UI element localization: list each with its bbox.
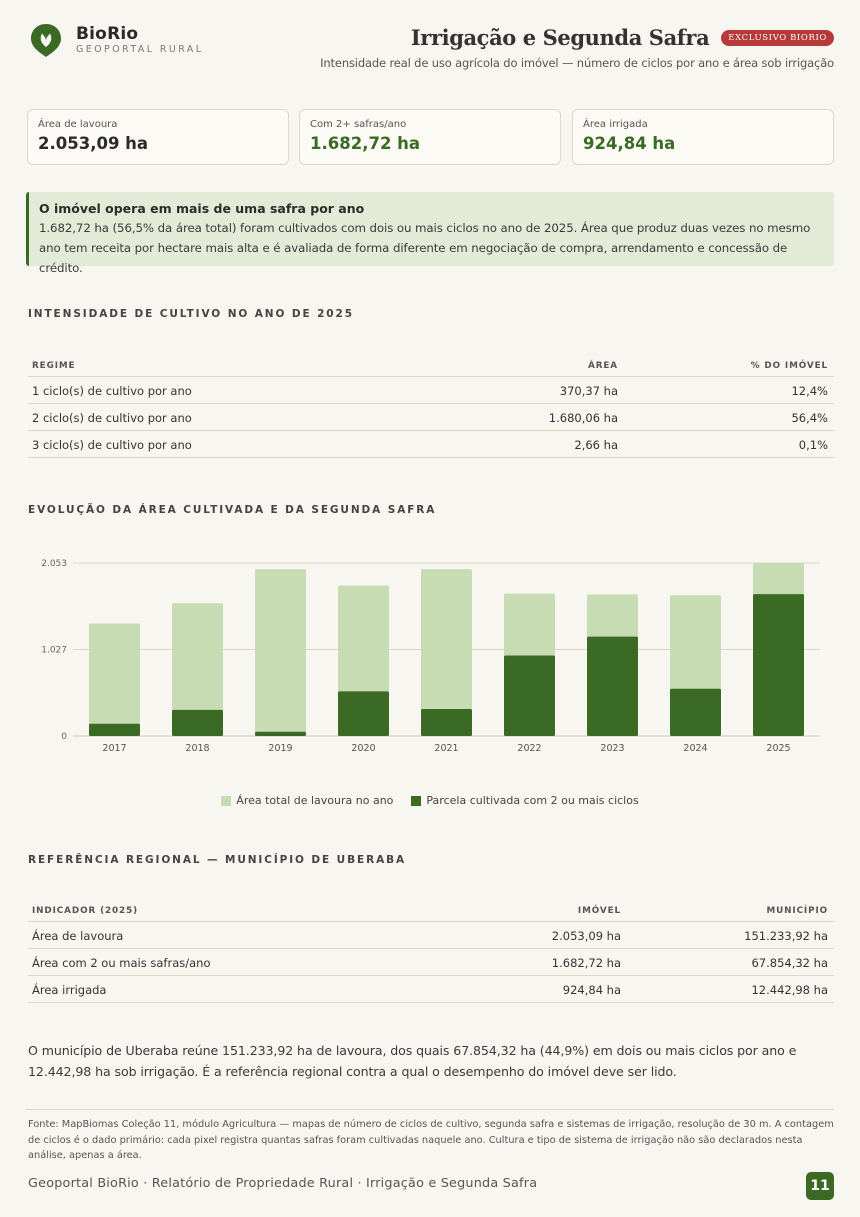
table-cell: 12.442,98 ha <box>751 983 828 997</box>
legend-swatch <box>221 795 232 806</box>
table-cell: 3 ciclo(s) de cultivo por ano <box>32 438 192 452</box>
table-cell: 924,84 ha <box>562 983 621 997</box>
column-header: INDICADOR (2025) <box>32 906 139 916</box>
callout-body: 1.682,72 ha (56,5% da área total) foram … <box>39 221 811 275</box>
footer-text: Geoportal BioRio · Relatório de Propried… <box>28 1176 538 1191</box>
x-tick-label: 2023 <box>600 743 624 754</box>
column-header: IMÓVEL <box>577 906 621 916</box>
table-cell: 12,4% <box>791 384 828 398</box>
y-tick-label: 2.053 <box>41 559 67 569</box>
x-tick-label: 2022 <box>517 743 541 754</box>
table-row: Área de lavoura 2.053,09 ha 151.233,92 h… <box>28 922 834 949</box>
map-pin-leaf-icon <box>31 24 61 57</box>
bar-second-crop-2025 <box>753 594 804 736</box>
kpi-card-irrigated: Área irrigada 924,84 ha <box>572 109 834 165</box>
table-cell: Área irrigada <box>32 983 107 997</box>
column-header: REGIME <box>32 361 76 371</box>
callout-title: O imóvel opera em mais de uma safra por … <box>39 201 365 216</box>
bar-second-crop-2022 <box>504 655 555 736</box>
column-header: MUNICÍPIO <box>766 906 828 916</box>
table-cell: 56,4% <box>791 411 828 425</box>
legend-swatch <box>411 795 422 806</box>
table-cell: 1.682,72 ha <box>551 956 621 970</box>
source-note: Fonte: MapBiomas Coleção 11, módulo Agri… <box>28 1119 834 1161</box>
section-title-evolution: EVOLUÇÃO DA ÁREA CULTIVADA E DA SEGUNDA … <box>28 504 437 516</box>
bar-total-2019 <box>255 569 306 736</box>
bar-second-crop-2020 <box>338 691 389 736</box>
x-tick-label: 2018 <box>185 743 209 754</box>
table-cell: Área de lavoura <box>32 929 124 943</box>
kpi-value: 924,84 ha <box>583 134 676 153</box>
table-cell: 1.680,06 ha <box>548 411 618 425</box>
kpi-card-double-crop: Com 2+ safras/ano 1.682,72 ha <box>299 109 561 165</box>
title-row: Irrigação e Segunda Safra EXCLUSIVO BIOR… <box>411 25 834 50</box>
table-cell: 151.233,92 ha <box>744 929 828 943</box>
column-header: ÁREA <box>588 361 618 371</box>
brand-name: BioRio <box>76 24 139 44</box>
regional-summary-paragraph: O município de Uberaba reúne 151.233,92 … <box>28 1043 797 1079</box>
exclusive-badge: EXCLUSIVO BIORIO <box>721 29 834 46</box>
kpi-value: 1.682,72 ha <box>310 134 421 153</box>
section-title-intensity: INTENSIDADE DE CULTIVO NO ANO DE 2025 <box>28 308 354 320</box>
x-tick-label: 2020 <box>351 743 375 754</box>
y-tick-label: 0 <box>61 732 67 742</box>
table-cell: 370,37 ha <box>559 384 618 398</box>
intensity-table: REGIME ÁREA % DO IMÓVEL 1 ciclo(s) de cu… <box>28 357 834 458</box>
page-header: BioRio GEOPORTAL RURAL Irrigação e Segun… <box>28 22 834 72</box>
table-row: 2 ciclo(s) de cultivo por ano 1.680,06 h… <box>28 404 834 431</box>
table-cell: 67.854,32 ha <box>751 956 828 970</box>
page-subtitle: Intensidade real de uso agrícola do imóv… <box>320 56 834 70</box>
bar-second-crop-2017 <box>89 723 140 736</box>
table-row: Área com 2 ou mais safras/ano 1.682,72 h… <box>28 949 834 976</box>
column-header: % DO IMÓVEL <box>750 361 828 371</box>
section-title-regional: REFERÊNCIA REGIONAL — MUNICÍPIO DE UBERA… <box>28 854 407 866</box>
x-tick-label: 2017 <box>102 743 126 754</box>
table-cell: 2.053,09 ha <box>551 929 621 943</box>
bar-second-crop-2021 <box>421 709 472 736</box>
x-tick-label: 2021 <box>434 743 458 754</box>
table-row: Área irrigada 924,84 ha 12.442,98 ha <box>28 976 834 1003</box>
page-title: Irrigação e Segunda Safra <box>410 25 710 50</box>
bar-total-2021 <box>421 569 472 736</box>
x-tick-label: 2024 <box>683 743 707 754</box>
bar-total-2017 <box>89 623 140 736</box>
legend-label: Área total de lavoura no ano <box>236 794 394 807</box>
brand-subtitle: GEOPORTAL RURAL <box>76 44 204 55</box>
table-header: REGIME ÁREA % DO IMÓVEL <box>28 357 834 377</box>
table-row: 3 ciclo(s) de cultivo por ano 2,66 ha 0,… <box>28 431 834 458</box>
y-tick-label: 1.027 <box>41 646 67 656</box>
table-cell: Área com 2 ou mais safras/ano <box>32 956 211 970</box>
bar-second-crop-2024 <box>670 688 721 736</box>
kpi-card-cropland: Área de lavoura 2.053,09 ha <box>27 109 289 165</box>
divider <box>26 1109 834 1110</box>
table-row: 1 ciclo(s) de cultivo por ano 370,37 ha … <box>28 377 834 404</box>
insight-callout: O imóvel opera em mais de uma safra por … <box>26 192 834 275</box>
table-header: INDICADOR (2025) IMÓVEL MUNICÍPIO <box>28 902 834 922</box>
kpi-label: Com 2+ safras/ano <box>310 119 407 130</box>
table-cell: 0,1% <box>798 438 828 452</box>
table-cell: 1 ciclo(s) de cultivo por ano <box>32 384 192 398</box>
legend-label: Parcela cultivada com 2 ou mais ciclos <box>426 794 639 807</box>
legend-item-second-crop: Parcela cultivada com 2 ou mais ciclos <box>411 794 639 807</box>
legend-item-total: Área total de lavoura no ano <box>221 794 393 807</box>
kpi-label: Área de lavoura <box>38 119 118 130</box>
table-cell: 2,66 ha <box>574 438 618 452</box>
bar-chart: 0 1.027 2.053 2017 2018 2019 2020 2021 2022 2023 2… <box>41 559 820 754</box>
evolution-chart: 0 1.027 2.053 2017 2018 2019 2020 2021 2022 2023 2… <box>28 552 834 762</box>
bar-second-crop-2018 <box>172 709 223 736</box>
bar-total-2018 <box>172 603 223 736</box>
page-number: 11 <box>806 1172 834 1200</box>
bar-second-crop-2023 <box>587 636 638 736</box>
kpi-label: Área irrigada <box>583 119 648 130</box>
table-cell: 2 ciclo(s) de cultivo por ano <box>32 411 192 425</box>
x-tick-label: 2019 <box>268 743 292 754</box>
chart-legend: Área total de lavoura no ano Parcela cul… <box>0 794 860 807</box>
x-tick-label: 2025 <box>766 743 790 754</box>
regional-table: INDICADOR (2025) IMÓVEL MUNICÍPIO Área d… <box>28 902 834 1003</box>
bar-second-crop-2019 <box>255 731 306 736</box>
kpi-value: 2.053,09 ha <box>38 134 149 153</box>
